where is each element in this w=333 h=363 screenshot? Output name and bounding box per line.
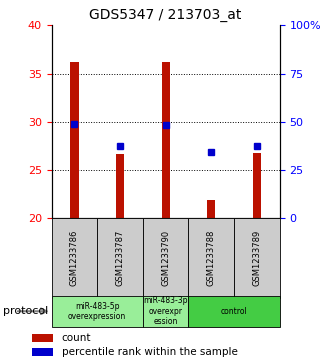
Text: GSM1233788: GSM1233788 — [207, 229, 216, 286]
Bar — [116, 154, 124, 218]
Bar — [253, 153, 261, 218]
Bar — [188, 296, 280, 327]
Bar — [52, 296, 143, 327]
Text: GSM1233786: GSM1233786 — [70, 229, 79, 286]
Text: percentile rank within the sample: percentile rank within the sample — [62, 347, 237, 357]
Text: count: count — [62, 333, 91, 343]
Text: GSM1233789: GSM1233789 — [252, 230, 261, 286]
Bar — [207, 200, 215, 218]
Text: GSM1233790: GSM1233790 — [161, 230, 170, 286]
Bar — [162, 62, 170, 218]
Text: protocol: protocol — [3, 306, 49, 317]
Text: miR-483-5p
overexpression: miR-483-5p overexpression — [68, 302, 126, 321]
Text: GSM1233787: GSM1233787 — [116, 229, 125, 286]
Bar — [97, 218, 143, 298]
Text: control: control — [221, 307, 247, 316]
Text: miR-483-3p
overexpr
ession: miR-483-3p overexpr ession — [144, 296, 188, 326]
Bar — [32, 334, 53, 342]
Bar — [52, 218, 97, 298]
Bar — [188, 218, 234, 298]
Title: GDS5347 / 213703_at: GDS5347 / 213703_at — [90, 8, 242, 22]
Bar — [234, 218, 280, 298]
Bar — [32, 348, 53, 356]
Bar — [143, 296, 188, 327]
Bar — [70, 62, 79, 218]
Bar — [143, 218, 188, 298]
